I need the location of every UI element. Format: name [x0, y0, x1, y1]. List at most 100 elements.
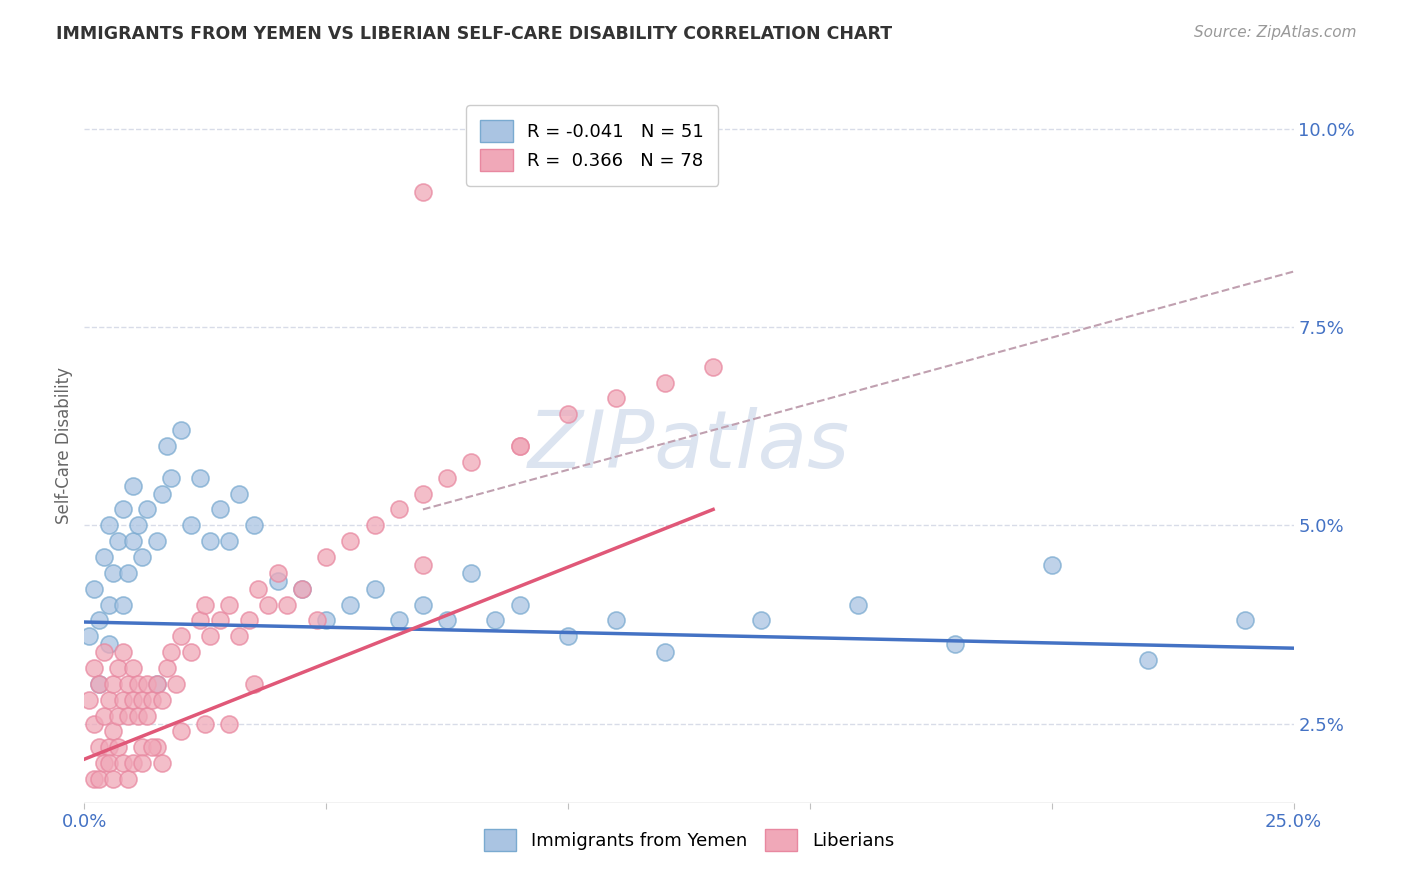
Point — [77, 692, 100, 706]
Point — [412, 186, 434, 200]
Point — [339, 534, 361, 549]
Point — [238, 614, 260, 628]
Point — [363, 518, 385, 533]
Point — [121, 756, 143, 771]
Point — [218, 598, 240, 612]
Point — [93, 645, 115, 659]
Point — [97, 518, 120, 533]
Point — [242, 677, 264, 691]
Point — [1234, 614, 1257, 628]
Point — [131, 692, 153, 706]
Text: IMMIGRANTS FROM YEMEN VS LIBERIAN SELF-CARE DISABILITY CORRELATION CHART: IMMIGRANTS FROM YEMEN VS LIBERIAN SELF-C… — [56, 25, 893, 43]
Point — [87, 677, 110, 691]
Point — [107, 740, 129, 755]
Point — [165, 677, 187, 691]
Point — [190, 471, 212, 485]
Point — [87, 677, 110, 691]
Point — [83, 582, 105, 596]
Point — [194, 598, 217, 612]
Point — [305, 614, 328, 628]
Point — [436, 471, 458, 485]
Point — [121, 478, 143, 492]
Y-axis label: Self-Care Disability: Self-Care Disability — [55, 368, 73, 524]
Point — [136, 677, 159, 691]
Point — [97, 692, 120, 706]
Point — [131, 756, 153, 771]
Point — [315, 614, 337, 628]
Point — [107, 708, 129, 723]
Point — [121, 661, 143, 675]
Point — [112, 692, 135, 706]
Point — [242, 518, 264, 533]
Point — [127, 518, 149, 533]
Point — [436, 614, 458, 628]
Point — [194, 716, 217, 731]
Point — [509, 439, 531, 453]
Point — [121, 692, 143, 706]
Point — [1137, 653, 1160, 667]
Point — [103, 724, 125, 739]
Point — [97, 598, 120, 612]
Point — [117, 566, 139, 580]
Point — [131, 549, 153, 564]
Text: ZIPatlas: ZIPatlas — [527, 407, 851, 485]
Point — [315, 549, 337, 564]
Point — [702, 359, 724, 374]
Point — [117, 708, 139, 723]
Text: Source: ZipAtlas.com: Source: ZipAtlas.com — [1194, 25, 1357, 40]
Point — [846, 598, 869, 612]
Point — [112, 645, 135, 659]
Point — [146, 740, 169, 755]
Point — [460, 455, 482, 469]
Point — [112, 502, 135, 516]
Point — [276, 598, 298, 612]
Point — [412, 486, 434, 500]
Point — [388, 614, 411, 628]
Point — [170, 423, 193, 437]
Point — [103, 677, 125, 691]
Point — [412, 598, 434, 612]
Point — [509, 598, 531, 612]
Point — [97, 740, 120, 755]
Point — [103, 772, 125, 786]
Point — [155, 661, 177, 675]
Point — [83, 661, 105, 675]
Point — [93, 708, 115, 723]
Point — [150, 692, 173, 706]
Point — [112, 598, 135, 612]
Point — [97, 637, 120, 651]
Point — [460, 566, 482, 580]
Point — [557, 629, 579, 643]
Point — [170, 724, 193, 739]
Point — [208, 502, 231, 516]
Point — [228, 629, 250, 643]
Point — [557, 407, 579, 421]
Point — [112, 756, 135, 771]
Point — [751, 614, 773, 628]
Point — [97, 756, 120, 771]
Point — [117, 772, 139, 786]
Point — [117, 677, 139, 691]
Point — [93, 549, 115, 564]
Point — [87, 614, 110, 628]
Point — [605, 392, 627, 406]
Point — [127, 677, 149, 691]
Point — [131, 740, 153, 755]
Point — [83, 772, 105, 786]
Point — [93, 756, 115, 771]
Point — [155, 439, 177, 453]
Point — [218, 534, 240, 549]
Point — [87, 772, 110, 786]
Point — [127, 708, 149, 723]
Point — [247, 582, 270, 596]
Point — [150, 756, 173, 771]
Point — [654, 645, 676, 659]
Point — [136, 708, 159, 723]
Point — [943, 637, 966, 651]
Point — [160, 471, 183, 485]
Point — [121, 534, 143, 549]
Point — [208, 614, 231, 628]
Point — [1040, 558, 1063, 572]
Point — [388, 502, 411, 516]
Point — [257, 598, 280, 612]
